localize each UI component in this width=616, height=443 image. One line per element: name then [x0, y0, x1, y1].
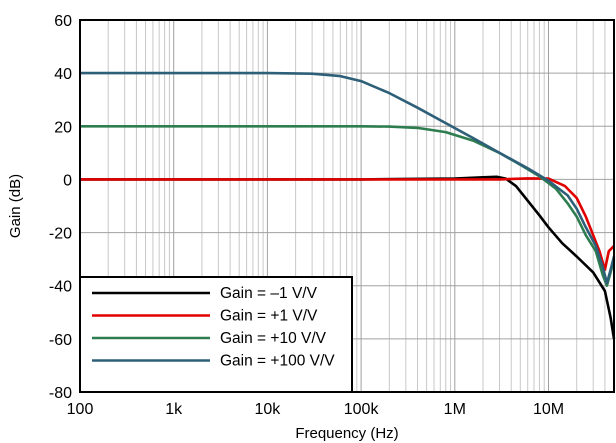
series-layer — [80, 71, 616, 340]
legend-label: Gain = +1 V/V — [220, 308, 318, 325]
y-tick-label: -40 — [49, 279, 72, 296]
series-line-1 — [80, 175, 616, 340]
legend: Gain = –1 V/V Gain = +1 V/V Gain = +10 V/V… — [79, 276, 353, 393]
x-tick-labels: 100 1k 10k 100k 1M 10M — [67, 401, 564, 418]
series-line-2 — [80, 177, 615, 272]
legend-label: Gain = +100 V/V — [220, 353, 335, 370]
legend-label: Gain = –1 V/V — [220, 285, 318, 302]
y-tick-label: 0 — [63, 172, 72, 189]
legend-box — [79, 276, 353, 393]
y-tick-label: -80 — [49, 385, 72, 402]
y-tick-label: -20 — [49, 226, 72, 243]
x-tick-label: 100k — [344, 401, 380, 418]
x-tick-label: 1M — [444, 401, 466, 418]
y-tick-label: 60 — [54, 13, 72, 30]
y-axis-title: Gain (dB) — [7, 174, 24, 238]
x-tick-label: 10k — [255, 401, 282, 418]
series-line-4 — [80, 71, 616, 285]
y-tick-labels: -80 -60 -40 -20 0 20 40 60 — [49, 13, 72, 402]
y-tick-label: 40 — [54, 66, 72, 83]
y-tick-label: -60 — [49, 332, 72, 349]
x-tick-label: 100 — [67, 401, 94, 418]
x-axis-title: Frequency (Hz) — [295, 425, 398, 442]
x-tick-label: 10M — [533, 401, 564, 418]
legend-label: Gain = +10 V/V — [220, 330, 327, 347]
series-line-3 — [80, 125, 616, 288]
x-tick-label: 1k — [165, 401, 183, 418]
y-tick-label: 20 — [54, 119, 72, 136]
